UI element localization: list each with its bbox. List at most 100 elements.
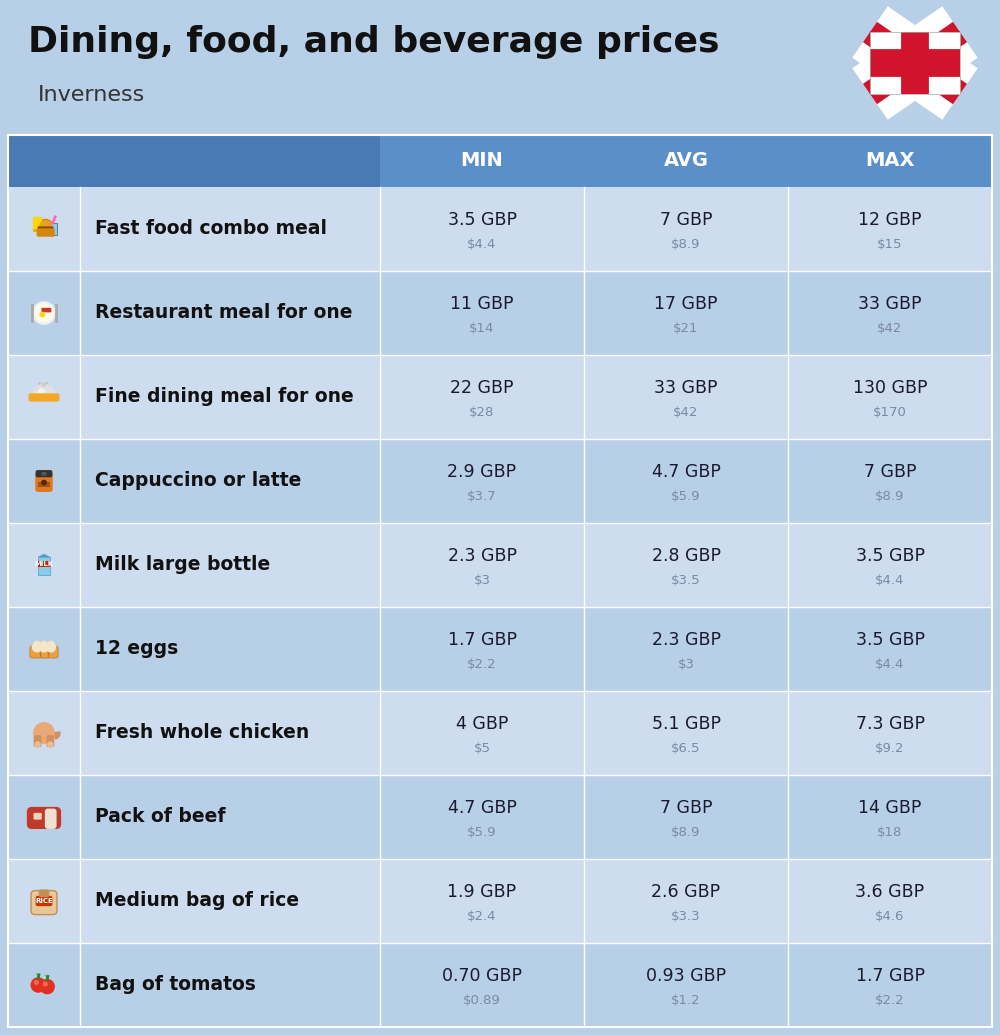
Circle shape [43,982,47,986]
Text: $21: $21 [673,323,699,335]
FancyBboxPatch shape [27,807,61,829]
Circle shape [39,219,53,234]
Circle shape [33,643,41,652]
Text: 22 GBP: 22 GBP [450,379,514,397]
Text: $15: $15 [877,238,903,252]
Circle shape [40,979,54,994]
Text: 14 GBP: 14 GBP [858,799,922,817]
Text: 7.3 GBP: 7.3 GBP [856,715,924,733]
Text: Bag of tomatos: Bag of tomatos [95,976,256,995]
Text: 4.7 GBP: 4.7 GBP [652,463,720,481]
Text: $3.3: $3.3 [671,911,701,923]
FancyBboxPatch shape [35,472,53,492]
Text: $2.2: $2.2 [467,658,497,672]
Text: 2.6 GBP: 2.6 GBP [651,883,721,901]
Text: MIN: MIN [461,151,503,171]
Text: Milk large bottle: Milk large bottle [95,556,270,574]
Polygon shape [38,554,50,557]
Text: MAX: MAX [865,151,915,171]
Text: 7 GBP: 7 GBP [660,799,712,817]
Text: 3.6 GBP: 3.6 GBP [855,883,925,901]
Text: $42: $42 [877,323,903,335]
Circle shape [31,978,45,992]
Text: 1.7 GBP: 1.7 GBP [856,967,924,985]
Text: 17 GBP: 17 GBP [654,295,718,313]
Text: $42: $42 [673,407,699,419]
Text: 2.8 GBP: 2.8 GBP [652,548,720,565]
FancyBboxPatch shape [50,223,57,235]
Text: $1.2: $1.2 [671,995,701,1007]
Circle shape [38,309,47,320]
FancyBboxPatch shape [41,472,47,476]
Wedge shape [54,732,60,739]
Text: $4.4: $4.4 [875,658,905,672]
FancyBboxPatch shape [8,859,992,943]
Text: $4.4: $4.4 [875,574,905,588]
FancyBboxPatch shape [8,439,992,523]
Text: 7 GBP: 7 GBP [864,463,916,481]
Text: $3: $3 [678,658,694,672]
Text: Medium bag of rice: Medium bag of rice [95,891,299,911]
FancyBboxPatch shape [8,135,380,187]
Text: 33 GBP: 33 GBP [654,379,718,397]
Text: MILK: MILK [34,561,54,567]
Text: 4.7 GBP: 4.7 GBP [448,799,516,817]
Circle shape [48,642,54,648]
Circle shape [42,480,46,484]
Circle shape [40,220,51,232]
Text: 4 GBP: 4 GBP [456,715,508,733]
Text: 3.5 GBP: 3.5 GBP [448,211,516,229]
Text: 3.5 GBP: 3.5 GBP [856,631,924,649]
Polygon shape [35,973,38,976]
FancyBboxPatch shape [36,470,52,477]
FancyBboxPatch shape [8,187,992,271]
Circle shape [40,643,48,652]
Circle shape [35,742,40,747]
FancyBboxPatch shape [38,561,50,566]
Text: $6.5: $6.5 [671,742,701,756]
Circle shape [47,643,55,652]
FancyBboxPatch shape [41,307,51,313]
Text: $14: $14 [469,323,495,335]
Circle shape [42,383,46,386]
Wedge shape [33,384,55,395]
Text: Dining, food, and beverage prices: Dining, food, and beverage prices [28,25,720,59]
Text: $28: $28 [469,407,495,419]
Circle shape [34,642,40,648]
FancyBboxPatch shape [39,889,49,897]
FancyBboxPatch shape [38,227,54,232]
FancyBboxPatch shape [33,223,42,232]
Text: $3.7: $3.7 [467,491,497,503]
Text: $9.2: $9.2 [875,742,905,756]
Text: 11 GBP: 11 GBP [450,295,514,313]
Text: $18: $18 [877,827,903,839]
Text: $8.9: $8.9 [671,238,701,252]
Circle shape [34,980,38,984]
Text: 12 GBP: 12 GBP [858,211,922,229]
FancyBboxPatch shape [31,890,57,915]
Text: $2.2: $2.2 [875,995,905,1007]
Text: $4.4: $4.4 [467,238,497,252]
FancyBboxPatch shape [38,557,50,574]
FancyBboxPatch shape [34,735,42,747]
Text: Inverness: Inverness [38,85,145,105]
Circle shape [33,302,55,324]
Text: $2.4: $2.4 [467,911,497,923]
Text: $3.5: $3.5 [671,574,701,588]
Text: Cappuccino or latte: Cappuccino or latte [95,472,301,491]
Text: 12 eggs: 12 eggs [95,640,178,658]
FancyBboxPatch shape [30,646,58,658]
FancyBboxPatch shape [37,229,55,237]
Text: Fresh whole chicken: Fresh whole chicken [95,723,309,742]
Text: Fast food combo meal: Fast food combo meal [95,219,327,238]
Text: $170: $170 [873,407,907,419]
FancyBboxPatch shape [45,808,57,829]
FancyBboxPatch shape [29,393,59,402]
Text: 7 GBP: 7 GBP [660,211,712,229]
FancyBboxPatch shape [870,32,960,94]
Text: 33 GBP: 33 GBP [858,295,922,313]
FancyBboxPatch shape [8,775,992,859]
Text: RICE: RICE [35,898,53,904]
Text: 0.93 GBP: 0.93 GBP [646,967,726,985]
FancyBboxPatch shape [8,355,992,439]
